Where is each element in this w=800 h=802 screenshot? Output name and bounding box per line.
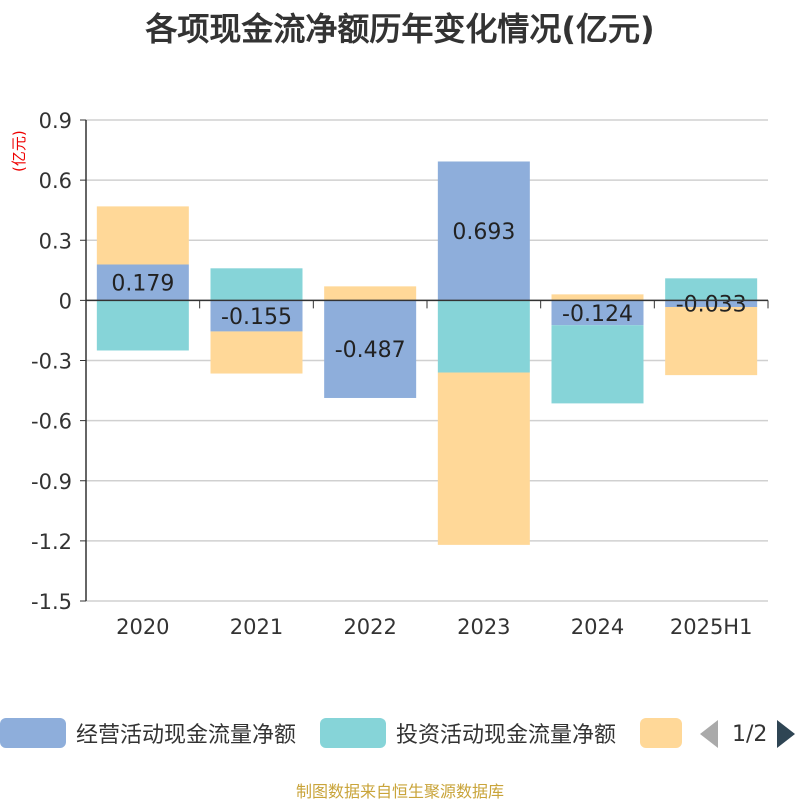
legend-label: 投资活动现金流量净额 <box>396 723 617 748</box>
data-label: -0.033 <box>676 293 747 318</box>
chart-title: 各项现金流净额历年变化情况(亿元) <box>145 10 655 48</box>
bar-operating <box>324 300 417 398</box>
legend-item-operating[interactable]: 经营活动现金流量净额 <box>0 715 296 751</box>
legend-swatch <box>640 718 682 748</box>
next-page-icon[interactable] <box>777 720 796 748</box>
legend-swatch <box>0 718 66 748</box>
prev-page-icon[interactable] <box>700 720 718 748</box>
x-tick-label: 2022 <box>343 615 396 639</box>
y-tick-label: -1.5 <box>31 590 72 614</box>
bar-investing <box>437 300 530 373</box>
x-tick-label: 2021 <box>230 615 283 639</box>
y-tick-label: -1.2 <box>31 530 72 554</box>
legend-page-indicator: 1/2 <box>732 721 768 747</box>
chart: 0.9 0.6 0.3 0 -0.3 -0.6 -0.9 -1.2 -1.5 0.179 2020 -… <box>31 109 769 639</box>
bar-operating <box>96 264 189 301</box>
x-tick-label: 2025H1 <box>670 615 753 639</box>
bar-financing <box>96 206 189 265</box>
data-label: 0.179 <box>111 271 174 296</box>
y-tick-label: 0.3 <box>39 229 72 253</box>
legend: 经营活动现金流量净额 投资活动现金流量净额 1/2 <box>0 715 800 755</box>
bar-investing <box>665 278 758 301</box>
bar-financing <box>210 331 303 374</box>
legend-item-investing[interactable]: 投资活动现金流量净额 <box>320 715 616 751</box>
legend-label: 经营活动现金流量净额 <box>76 723 297 748</box>
y-tick-label: -0.6 <box>31 410 72 434</box>
bar-investing <box>210 268 303 301</box>
bar-operating <box>665 300 758 307</box>
data-label: -0.487 <box>335 338 406 363</box>
legend-pager: 1/2 <box>700 717 796 751</box>
bar-investing <box>96 300 189 351</box>
x-tick-label: 2020 <box>116 615 169 639</box>
bar-financing <box>324 286 417 301</box>
bar-financing <box>437 372 530 545</box>
y-tick-label: 0.9 <box>39 109 72 133</box>
data-label: -0.124 <box>562 302 633 327</box>
y-tick-label: -0.9 <box>31 470 72 494</box>
legend-swatch <box>320 718 386 748</box>
data-source: 制图数据来自恒生聚源数据库 <box>295 782 504 801</box>
bar-investing <box>551 325 644 404</box>
x-tick-label: 2023 <box>457 615 510 639</box>
bar-financing <box>665 306 758 376</box>
bar-financing <box>551 294 644 301</box>
data-label: -0.155 <box>221 305 292 330</box>
y-tick-label: -0.3 <box>31 350 72 374</box>
y-tick-label: 0 <box>59 289 72 313</box>
legend-item-financing[interactable] <box>640 715 682 751</box>
x-tick-label: 2024 <box>571 615 624 639</box>
y-tick-label: 0.6 <box>39 169 72 193</box>
bar-operating <box>210 300 303 332</box>
data-label: 0.693 <box>452 220 515 245</box>
bar-operating <box>437 161 530 301</box>
bar-operating <box>551 300 644 326</box>
